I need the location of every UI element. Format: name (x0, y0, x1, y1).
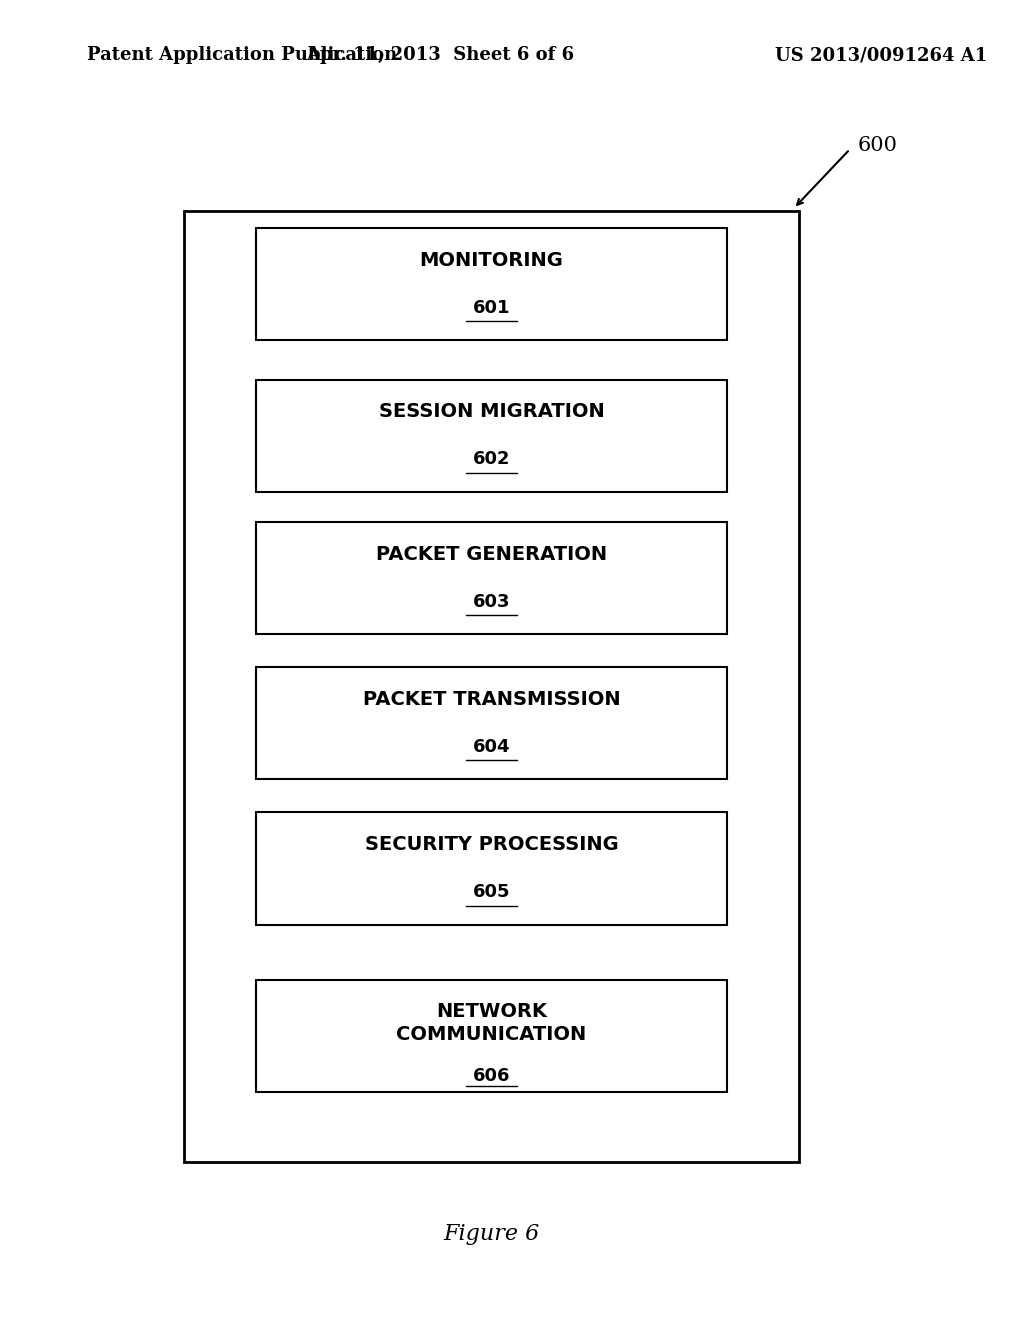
Text: MONITORING: MONITORING (420, 251, 563, 269)
Bar (256, 380, 727, 491)
Text: 601: 601 (473, 298, 510, 317)
Text: US 2013/0091264 A1: US 2013/0091264 A1 (774, 46, 987, 65)
Bar (256, 979, 727, 1093)
Text: Patent Application Publication: Patent Application Publication (87, 46, 397, 65)
Text: 602: 602 (473, 450, 510, 469)
Text: 603: 603 (473, 593, 510, 611)
Text: PACKET TRANSMISSION: PACKET TRANSMISSION (362, 690, 621, 709)
Text: Figure 6: Figure 6 (443, 1224, 540, 1245)
Text: SESSION MIGRATION: SESSION MIGRATION (379, 403, 604, 421)
Text: 604: 604 (473, 738, 510, 756)
Bar (256, 812, 727, 924)
Text: Apr. 11, 2013  Sheet 6 of 6: Apr. 11, 2013 Sheet 6 of 6 (306, 46, 574, 65)
Text: 605: 605 (473, 883, 510, 902)
Text: 606: 606 (473, 1067, 510, 1085)
Bar (256, 227, 727, 339)
Bar (256, 521, 727, 634)
Bar (184, 211, 799, 1162)
Text: 600: 600 (858, 136, 898, 154)
Bar (256, 667, 727, 779)
Text: PACKET GENERATION: PACKET GENERATION (376, 545, 607, 564)
Text: NETWORK
COMMUNICATION: NETWORK COMMUNICATION (396, 1002, 587, 1044)
Text: SECURITY PROCESSING: SECURITY PROCESSING (365, 836, 618, 854)
